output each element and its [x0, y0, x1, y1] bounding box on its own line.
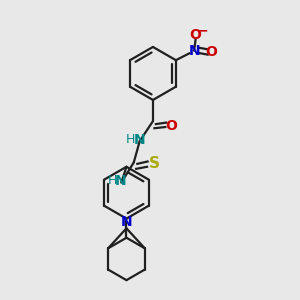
Text: H: H: [107, 174, 117, 188]
Text: N: N: [121, 215, 132, 230]
Text: −: −: [196, 23, 208, 37]
Text: O: O: [165, 118, 177, 133]
Text: O: O: [205, 45, 217, 59]
Text: O: O: [190, 28, 202, 43]
Text: N: N: [115, 174, 127, 188]
Text: N: N: [133, 133, 145, 147]
Text: N: N: [188, 44, 200, 58]
Text: H: H: [126, 133, 135, 146]
Text: S: S: [148, 156, 160, 171]
